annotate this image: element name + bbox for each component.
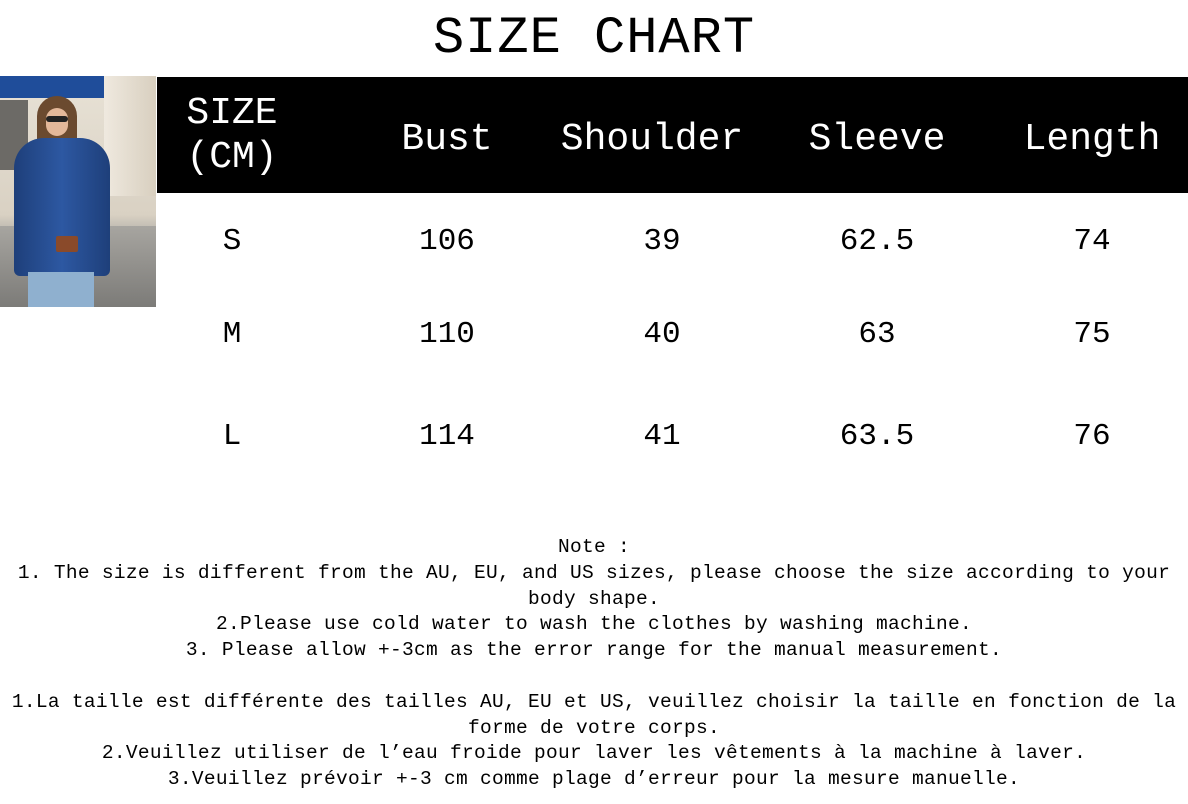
- cell-bust: 114: [419, 419, 475, 454]
- note-fr-2: 2.Veuillez utiliser de l’eau froide pour…: [101, 742, 1087, 765]
- denim-shirt-shape: [14, 138, 110, 276]
- cell-sleeve: 62.5: [839, 224, 915, 259]
- header-size-line2: (CM): [186, 136, 278, 179]
- cell-shoulder: 41: [643, 419, 681, 454]
- notes: Note : 1. The size is different from the…: [0, 535, 1188, 793]
- header-sleeve: Sleeve: [808, 118, 946, 161]
- building-shape: [104, 76, 156, 196]
- cell-size: M: [222, 317, 242, 352]
- cell-sleeve: 63: [858, 317, 896, 352]
- header-size-line1: SIZE: [186, 92, 278, 135]
- cell-bust: 106: [419, 224, 475, 259]
- cell-sleeve: 63.5: [839, 419, 915, 454]
- sunglasses-shape: [46, 116, 68, 122]
- notes-heading: Note :: [557, 536, 630, 558]
- note-en-2: 2.Please use cold water to wash the clot…: [215, 613, 973, 636]
- face-shape: [46, 108, 68, 136]
- cell-shoulder: 40: [643, 317, 681, 352]
- header-shoulder: Shoulder: [560, 118, 744, 161]
- cell-length: 76: [1073, 419, 1111, 454]
- bag-shape: [56, 236, 78, 252]
- page-title: SIZE CHART: [432, 9, 756, 68]
- cell-length: 75: [1073, 317, 1111, 352]
- header-size: SIZE (CM): [186, 92, 277, 180]
- header-bust: Bust: [401, 118, 493, 161]
- note-en-1: 1. The size is different from the AU, EU…: [17, 561, 1171, 610]
- cell-bust: 110: [419, 317, 475, 352]
- note-fr-3: 3.Veuillez prévoir +-3 cm comme plage d’…: [167, 768, 1021, 791]
- note-en-3: 3. Please allow +-3cm as the error range…: [185, 639, 1003, 662]
- jeans-shape: [28, 272, 94, 307]
- model-photo: [0, 76, 156, 307]
- header-length: Length: [1023, 118, 1161, 161]
- cell-shoulder: 39: [643, 224, 681, 259]
- table-header: [157, 77, 1188, 193]
- awning-shape: [0, 76, 106, 98]
- cell-size: S: [222, 224, 242, 259]
- cell-length: 74: [1073, 224, 1111, 259]
- cell-size: L: [222, 419, 242, 454]
- note-fr-1: 1.La taille est différente des tailles A…: [11, 690, 1177, 739]
